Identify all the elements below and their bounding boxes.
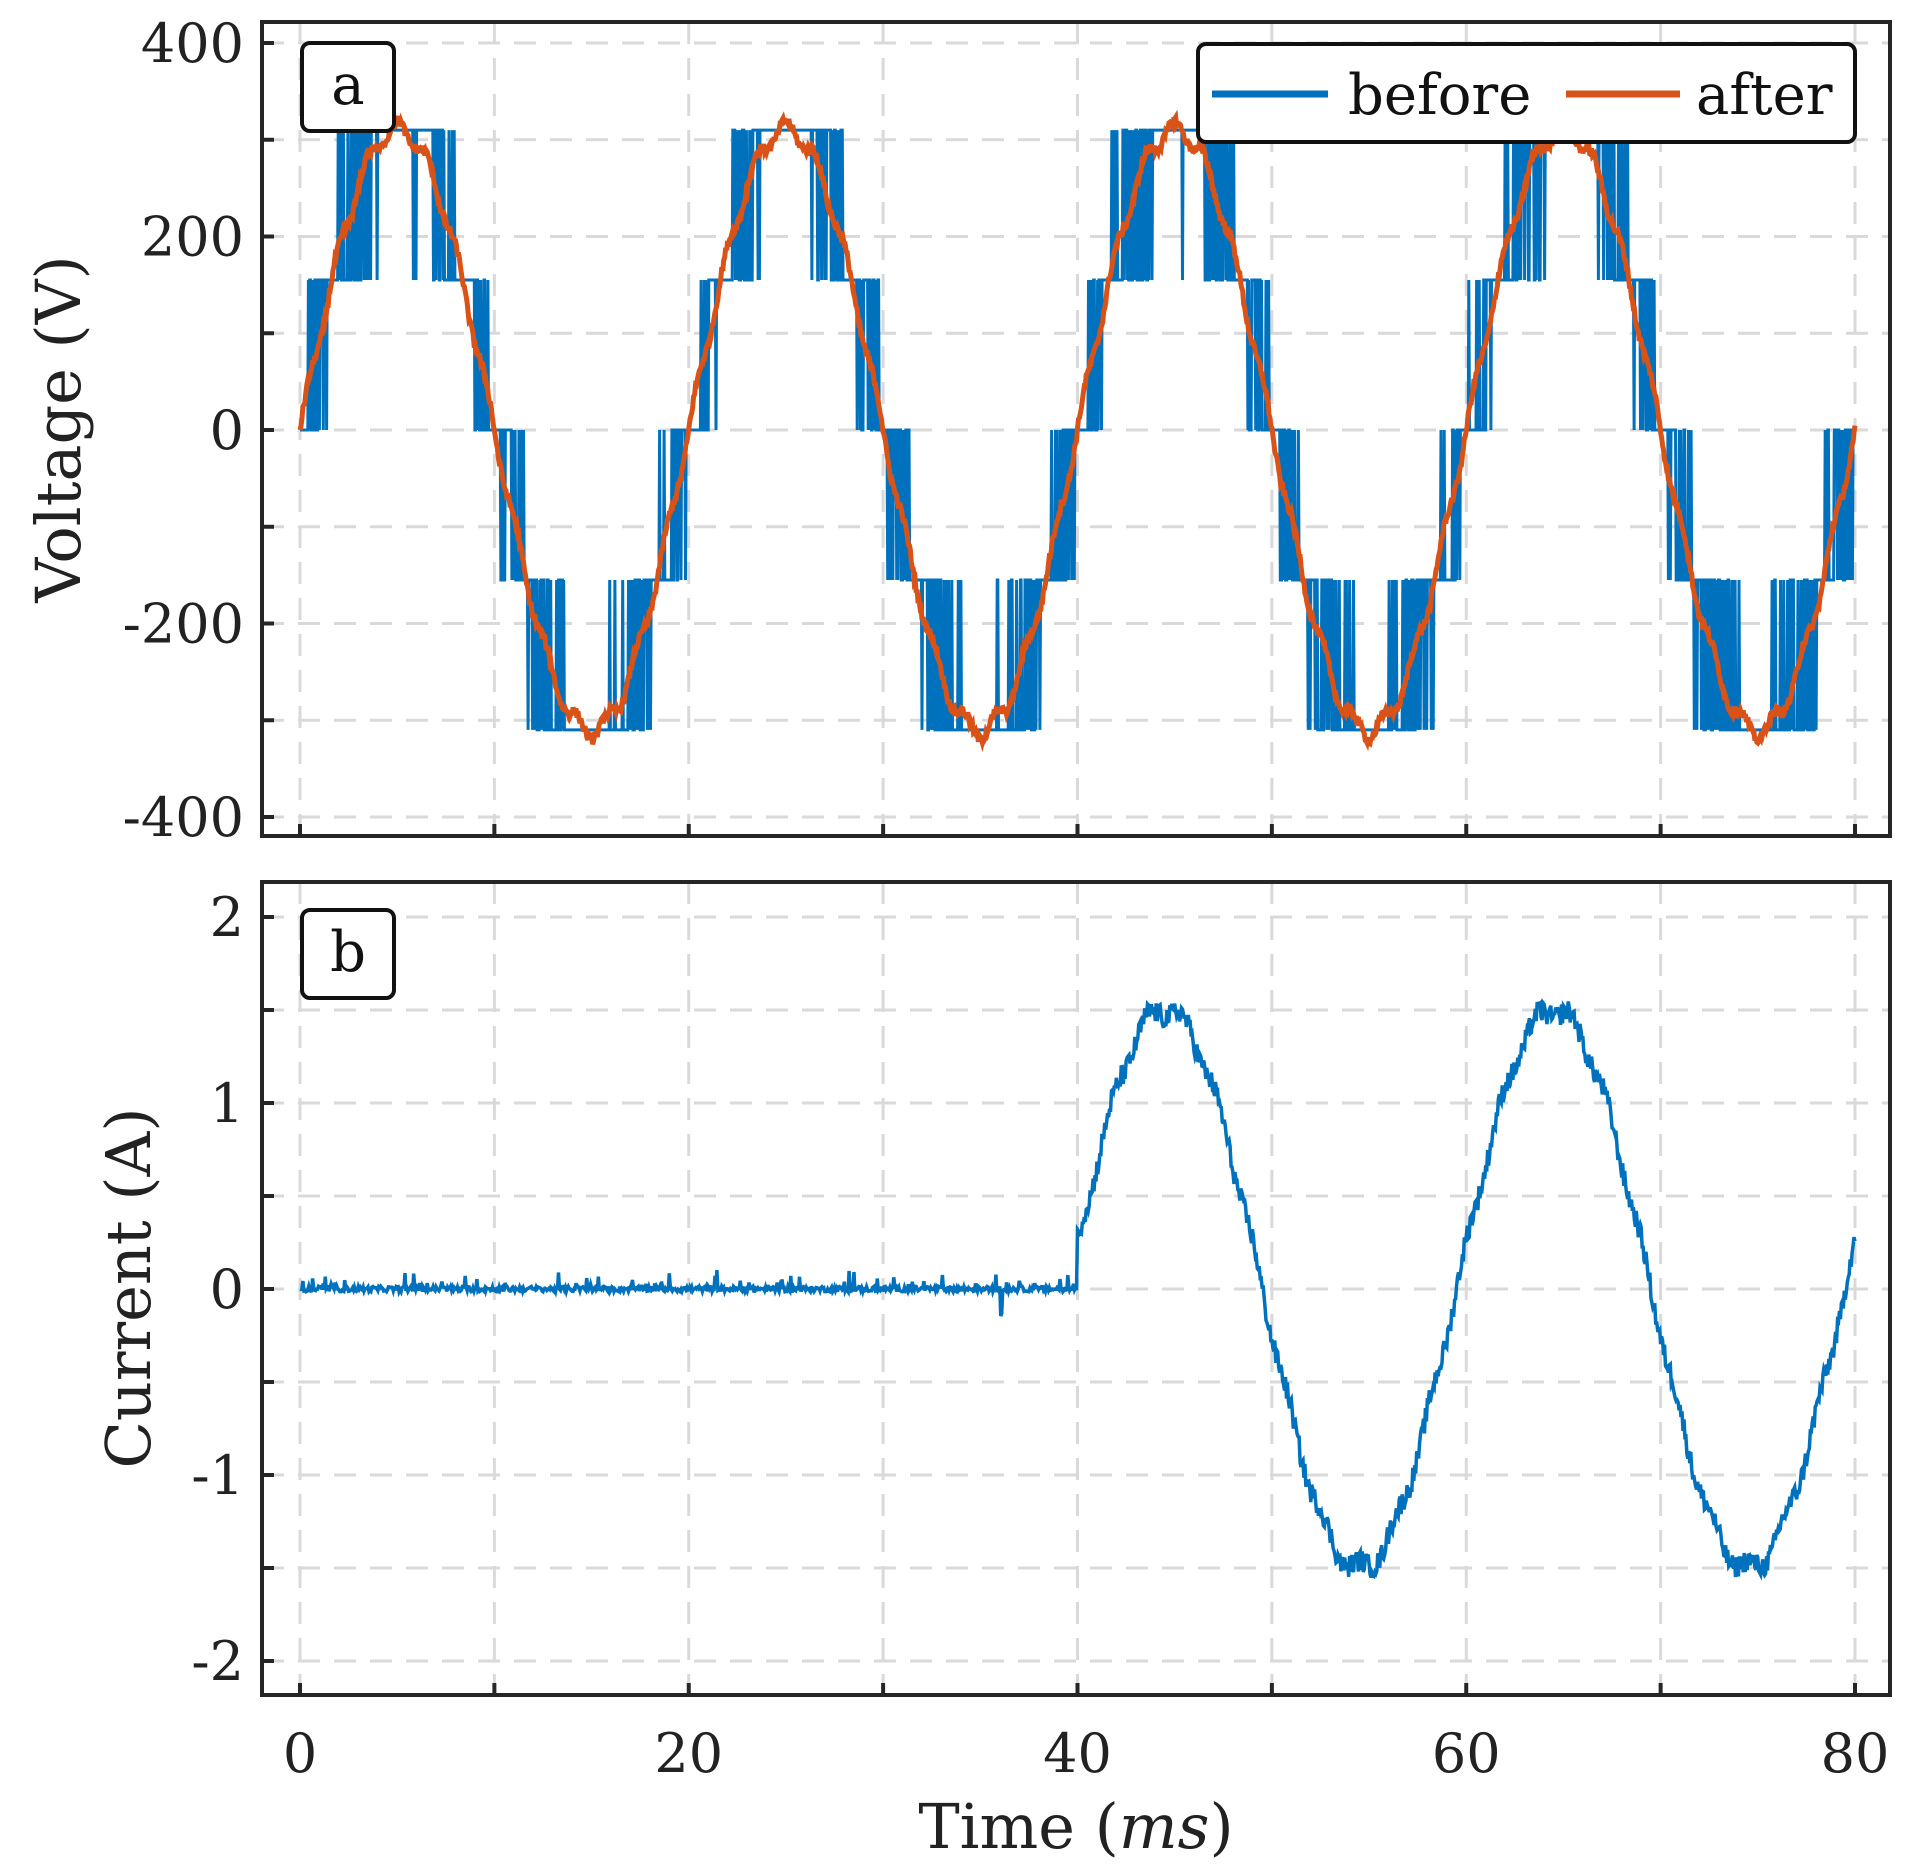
panel-label-a: a (331, 53, 364, 118)
voltage-panel: 400 200 0 -200 -400 Voltage (V) a before… (22, 12, 1892, 849)
time-axis-title: Time (ms) (918, 1790, 1233, 1863)
legend: before after (1196, 42, 1857, 144)
voltage-ytick-label: 200 (141, 206, 244, 269)
xtick-label: 40 (1043, 1722, 1112, 1785)
xtick-label: 60 (1432, 1722, 1501, 1785)
panel-label-a-box: a (300, 41, 396, 133)
current-panel: 2 1 0 -1 -2 0 20 40 60 80 Current (A) Ti… (92, 880, 1892, 1863)
time-axis-title-prefix: Time ( (918, 1790, 1119, 1863)
voltage-ytick-label: -400 (123, 786, 244, 849)
legend-label-after: after (1696, 63, 1833, 128)
xtick-label: 20 (654, 1722, 723, 1785)
xtick-label: 0 (283, 1722, 317, 1785)
panel-label-a-frame (300, 41, 396, 133)
current-ytick-label: -2 (191, 1630, 244, 1693)
voltage-ytick-labels: 400 200 0 -200 -400 (123, 12, 244, 849)
current-ytick-label: -1 (191, 1444, 244, 1507)
current-axis-title: Current (A) (92, 1107, 165, 1468)
voltage-ytick-label: -200 (123, 593, 244, 656)
current-ytick-label: 0 (210, 1258, 244, 1321)
current-ytick-label: 2 (210, 886, 244, 949)
panel-label-b-box: b (300, 908, 396, 1000)
xtick-label: 80 (1821, 1722, 1890, 1785)
current-xtick-labels: 0 20 40 60 80 (283, 1722, 1890, 1785)
voltage-ticks (262, 41, 1857, 836)
series-line-current (299, 997, 1857, 1581)
panel-label-b: b (330, 920, 366, 985)
current-ytick-label: 1 (210, 1072, 244, 1135)
series-line-after (297, 109, 1858, 753)
legend-label-before: before (1348, 63, 1531, 128)
time-axis-title-suffix: ) (1209, 1790, 1233, 1863)
current-ticks (262, 915, 1857, 1695)
voltage-ytick-label: 0 (210, 399, 244, 462)
legend-frame (1196, 42, 1857, 144)
voltage-ytick-label: 400 (141, 12, 244, 75)
voltage-axis-title: Voltage (V) (22, 255, 95, 603)
panel-label-b-frame (300, 908, 396, 1000)
time-axis-title-unit: ms (1119, 1790, 1210, 1863)
current-ytick-labels: 2 1 0 -1 -2 (191, 886, 244, 1693)
